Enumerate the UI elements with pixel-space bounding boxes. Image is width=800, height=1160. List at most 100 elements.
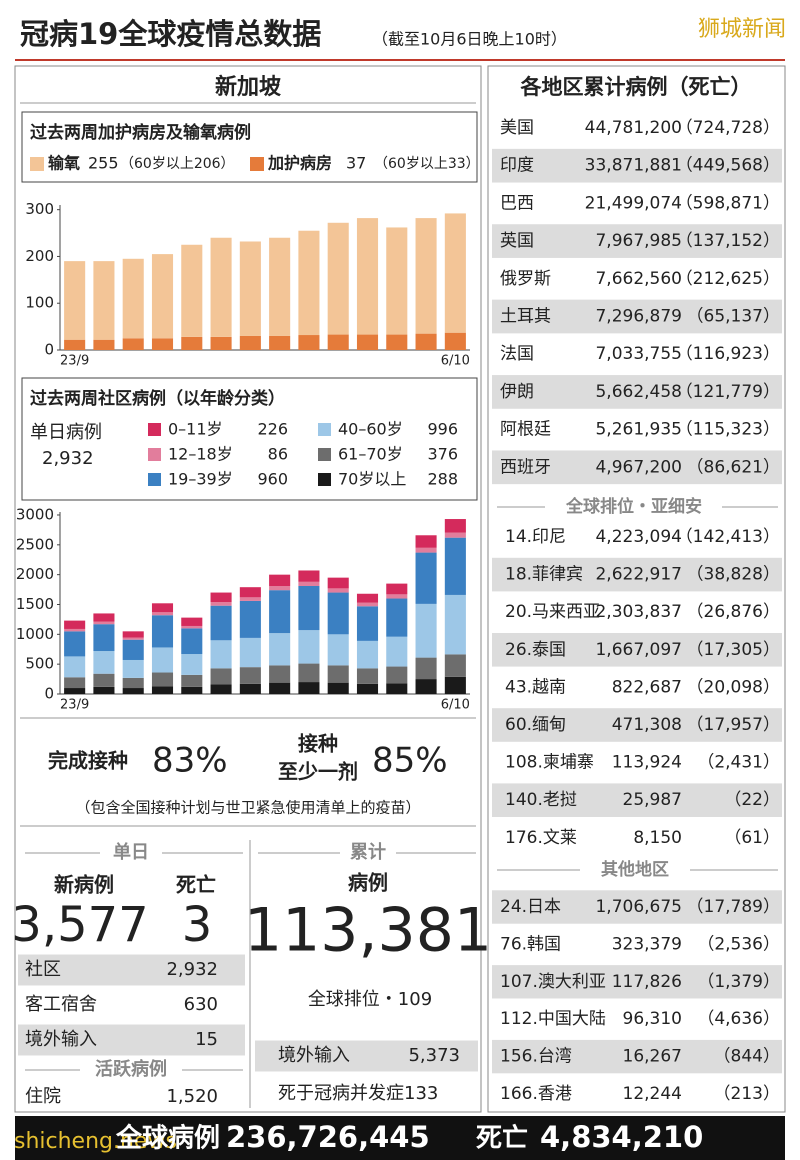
bar-segment bbox=[269, 237, 291, 336]
cell-value: 1,520 bbox=[166, 1086, 218, 1107]
cell-value: （17,789） bbox=[687, 897, 780, 917]
summary-value: 2,932 bbox=[42, 448, 94, 469]
bar-segment bbox=[64, 628, 86, 632]
bar-segment bbox=[415, 552, 437, 604]
bar-segment bbox=[444, 676, 466, 694]
bar-segment bbox=[93, 261, 115, 340]
x-tick-label: 23/9 bbox=[60, 698, 89, 713]
bar-segment bbox=[386, 583, 408, 595]
bar-segment bbox=[269, 682, 291, 694]
cell-label: 英国 bbox=[500, 231, 534, 251]
legend-value: 255 bbox=[88, 154, 119, 173]
bar-segment bbox=[122, 631, 144, 638]
cell-label: 18.菲律宾 bbox=[505, 565, 583, 585]
cell-value: 630 bbox=[184, 994, 218, 1015]
stat-value: 3,577 bbox=[11, 897, 148, 953]
row-band bbox=[492, 633, 782, 667]
bar-segment bbox=[327, 588, 349, 593]
y-tick-label: 2000 bbox=[16, 565, 54, 583]
bar-segment bbox=[210, 668, 232, 685]
vaccination-label: 完成接种 bbox=[48, 749, 128, 773]
bar-segment bbox=[327, 334, 349, 350]
legend-value: 86 bbox=[268, 445, 288, 464]
cell-value: 96,310 bbox=[623, 1009, 682, 1029]
subsection-heading: 累计 bbox=[350, 841, 386, 863]
subsection-heading: 全球排位・亚细安 bbox=[565, 496, 702, 517]
cell-label: 法国 bbox=[500, 344, 534, 364]
bar-segment bbox=[356, 668, 379, 684]
bar-segment bbox=[239, 600, 261, 638]
cell-label: 20.马来西亚 bbox=[505, 602, 600, 622]
bar-segment bbox=[122, 639, 144, 660]
bar-segment bbox=[327, 222, 349, 335]
bar-segment bbox=[181, 244, 203, 337]
bar-segment bbox=[298, 570, 320, 582]
cell-label: 土耳其 bbox=[500, 307, 551, 327]
bar-segment bbox=[415, 547, 437, 553]
bar-segment bbox=[298, 682, 320, 694]
bar-segment bbox=[386, 666, 408, 684]
bar-segment bbox=[386, 334, 408, 350]
bar-segment bbox=[239, 335, 261, 350]
cell-value: （38,828） bbox=[687, 565, 780, 585]
cell-value: （65,137） bbox=[687, 307, 780, 327]
bar-segment bbox=[151, 254, 174, 339]
bar-segment bbox=[269, 585, 291, 591]
legend-value: 996 bbox=[427, 420, 458, 439]
bar-segment bbox=[151, 615, 174, 648]
bar-segment bbox=[93, 686, 115, 694]
bar-segment bbox=[327, 634, 349, 666]
bar-segment bbox=[210, 684, 232, 694]
y-tick-label: 300 bbox=[25, 200, 54, 218]
cell-label: 巴西 bbox=[500, 193, 534, 213]
bar-segment bbox=[415, 535, 437, 548]
row-band bbox=[492, 557, 782, 592]
cell-label: 107.澳大利亚 bbox=[500, 972, 606, 992]
row-band bbox=[255, 1040, 478, 1072]
y-tick-label: 0 bbox=[44, 341, 54, 359]
cell-label: 60.缅甸 bbox=[505, 715, 566, 735]
cell-label: 阿根廷 bbox=[500, 420, 551, 440]
cell-label: 境外输入 bbox=[25, 1029, 97, 1050]
legend-label: 输氧 bbox=[48, 154, 80, 173]
bar-segment bbox=[181, 686, 203, 694]
y-tick-label: 100 bbox=[25, 294, 54, 312]
brand: 狮城新闻 bbox=[698, 17, 786, 42]
cell-value: 21,499,074 bbox=[585, 193, 682, 213]
bar-segment bbox=[415, 218, 437, 334]
legend-swatch bbox=[318, 473, 331, 486]
legend-label: 12–18岁 bbox=[168, 445, 233, 464]
bar-segment bbox=[356, 640, 379, 669]
bar-segment bbox=[210, 237, 232, 337]
subsection-heading: 单日 bbox=[113, 841, 149, 863]
cell-value: （2,536） bbox=[697, 934, 780, 954]
footer-value: 4,834,210 bbox=[540, 1120, 703, 1154]
cell-value: 117,826 bbox=[612, 972, 682, 992]
cell-value: （22） bbox=[724, 790, 780, 810]
cell-value: （115,323） bbox=[676, 420, 780, 440]
cell-value: 1,706,675 bbox=[595, 897, 682, 917]
cell-value: （213） bbox=[714, 1084, 780, 1104]
cell-value: （86,621） bbox=[687, 457, 780, 477]
cell-value: 113,924 bbox=[612, 753, 682, 773]
stat-label: 死亡 bbox=[176, 873, 216, 897]
bar-segment bbox=[181, 336, 203, 350]
cell-label: 伊朗 bbox=[500, 382, 534, 402]
bar-segment bbox=[444, 654, 466, 677]
vaccination-label: 至少一剂 bbox=[278, 760, 358, 784]
bar-segment bbox=[298, 230, 320, 336]
cell-label: 住院 bbox=[25, 1086, 61, 1107]
bar-segment bbox=[93, 673, 115, 687]
legend-note: （60岁以上206） bbox=[120, 156, 235, 172]
y-tick-label: 500 bbox=[25, 655, 54, 673]
legend-label: 加护病房 bbox=[267, 154, 332, 173]
bar-segment bbox=[356, 606, 379, 641]
bar-segment bbox=[122, 637, 144, 640]
bar-segment bbox=[386, 636, 408, 667]
bar-segment bbox=[356, 593, 379, 603]
legend-swatch bbox=[318, 448, 331, 461]
cell-value: （212,625） bbox=[676, 269, 780, 289]
bar-segment bbox=[269, 335, 291, 350]
footer-label: 全球病例 bbox=[115, 1123, 220, 1154]
subsection-heading: 其他地区 bbox=[601, 859, 669, 880]
